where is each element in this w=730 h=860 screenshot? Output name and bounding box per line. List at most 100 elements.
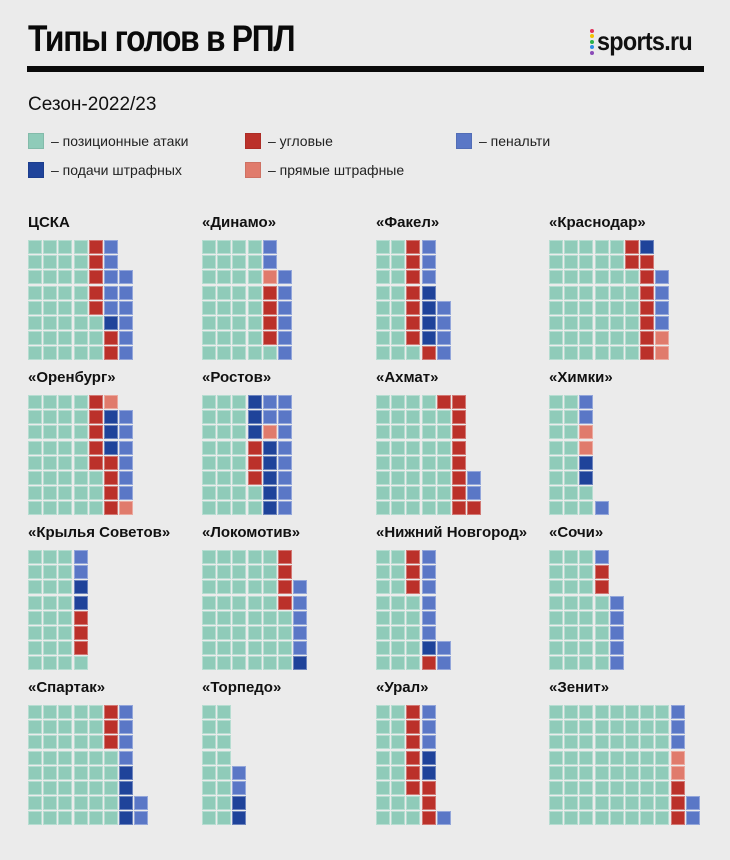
goal-cell-positional [610,796,624,810]
goal-cell-fk-deliveries [263,456,277,470]
goal-cell-positional [74,796,88,810]
page-title: Типы голов в РПЛ [28,18,294,60]
goal-cell-penalties [119,471,133,485]
goal-cell-penalties [119,456,133,470]
goal-cell-positional [391,705,405,719]
goal-cell-positional [104,796,118,810]
goal-cell-positional [376,331,390,345]
goal-cell-positional [217,735,231,749]
goal-cell-positional [376,550,390,564]
waffle-grid [549,240,724,361]
goal-cell-corners [89,286,103,300]
goal-cell-penalties [119,301,133,315]
goal-cell-positional [595,596,609,610]
goal-cell-positional [248,656,262,670]
goal-cell-corners [406,255,420,269]
goal-cell-penalties [278,301,292,315]
goal-cell-positional [217,395,231,409]
legend: – позиционные атаки – угловые – пенальти… [28,133,708,183]
goal-cell-positional [406,811,420,825]
goal-cell-penalties [422,565,436,579]
goal-cell-positional [58,301,72,315]
goal-cell-positional [391,486,405,500]
goal-cell-corners [406,720,420,734]
goal-cell-fk-deliveries [263,441,277,455]
goal-cell-fk-deliveries [104,441,118,455]
team-panel: «Химки» [549,369,724,516]
goal-cell-positional [28,441,42,455]
goal-cell-positional [217,796,231,810]
goal-cell-penalties [278,410,292,424]
goal-cell-fk-deliveries [422,331,436,345]
goal-cell-positional [43,596,57,610]
goal-cell-positional [437,410,451,424]
goal-cell-positional [217,331,231,345]
team-name: «Зенит» [549,679,724,699]
goal-cell-positional [391,471,405,485]
goal-cell-corners [406,580,420,594]
goal-cell-positional [43,766,57,780]
waffle-grid [376,395,551,516]
goal-cell-positional [28,596,42,610]
team-name: «Торпедо» [202,679,377,699]
goal-cell-positional [232,301,246,315]
goal-cell-positional [376,796,390,810]
goal-cell-positional [391,641,405,655]
goal-cell-penalties [467,471,481,485]
goal-cell-positional [202,580,216,594]
team-panel: «Крылья Советов» [28,524,203,671]
goal-cell-fk-deliveries [263,471,277,485]
goal-cell-positional [74,255,88,269]
goal-cell-fk-deliveries [422,316,436,330]
goal-cell-positional [564,811,578,825]
goal-cell-positional [391,720,405,734]
goal-cell-positional [89,501,103,515]
legend-item-fk-deliveries: – подачи штрафных [28,162,182,178]
goal-cell-positional [406,471,420,485]
goal-cell-positional [376,766,390,780]
goal-cell-fk-deliveries [422,641,436,655]
goal-cell-positional [376,596,390,610]
goal-cell-positional [610,270,624,284]
goal-cell-positional [595,656,609,670]
goal-cell-corners [263,331,277,345]
goal-cell-penalties [655,270,669,284]
goal-cell-positional [58,240,72,254]
goal-cell-positional [217,316,231,330]
goal-cell-corners [625,255,639,269]
goal-cell-positional [217,580,231,594]
goal-cell-positional [376,316,390,330]
goal-cell-positional [89,766,103,780]
goal-cell-penalties [278,441,292,455]
goal-cell-penalties [232,781,246,795]
goal-cell-corners [89,410,103,424]
goal-cell-positional [376,486,390,500]
goal-cell-penalties [104,286,118,300]
goal-cell-positional [217,550,231,564]
goal-cell-positional [248,565,262,579]
goal-cell-penalties [437,331,451,345]
goal-cell-positional [406,641,420,655]
waffle-grid [376,550,551,671]
goal-cell-positional [248,550,262,564]
goal-cell-positional [595,796,609,810]
goal-cell-positional [217,456,231,470]
goal-cell-positional [58,255,72,269]
goal-cell-positional [43,240,57,254]
goal-cell-penalties [686,811,700,825]
goal-cell-positional [579,811,593,825]
goal-cell-positional [248,486,262,500]
goal-cell-positional [595,766,609,780]
goal-cell-positional [640,720,654,734]
goal-cell-positional [564,255,578,269]
goal-cell-positional [549,766,563,780]
goal-cell-positional [549,410,563,424]
goal-cell-corners [278,580,292,594]
goal-cell-positional [74,410,88,424]
goal-cell-positional [43,486,57,500]
team-name: «Нижний Новгород» [376,524,551,544]
goal-cell-positional [217,751,231,765]
goal-cell-positional [202,656,216,670]
goal-cell-positional [89,471,103,485]
goal-cell-positional [43,316,57,330]
